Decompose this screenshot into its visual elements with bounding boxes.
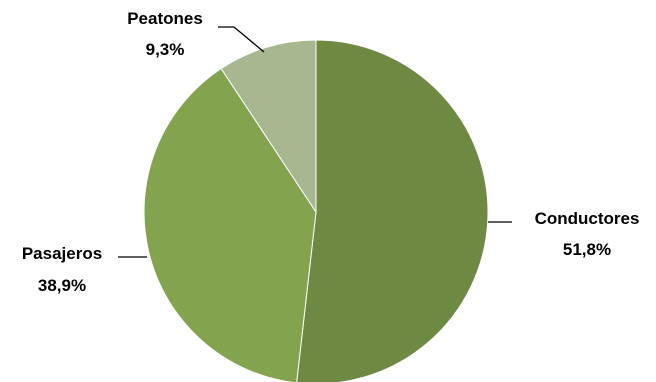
- label-conductores-name: Conductores: [535, 209, 640, 228]
- label-conductores-value: 51,8%: [563, 240, 611, 259]
- pie-slice-pasajeros: [143, 67, 317, 382]
- label-pasajeros: Pasajeros 38,9%: [22, 244, 102, 295]
- label-peatones-value: 9,3%: [146, 40, 185, 59]
- pie-slice-peatones: [220, 39, 317, 214]
- label-conductores: Conductores 51,8%: [535, 209, 640, 259]
- label-pasajeros-name: Pasajeros: [22, 244, 102, 263]
- label-peatones-name: Peatones: [127, 9, 203, 28]
- label-pasajeros-value: 38,9%: [38, 276, 86, 295]
- pie-slices: [143, 39, 489, 382]
- leader-lines: [118, 26, 512, 258]
- pie-slice-conductores: [296, 39, 489, 382]
- label-peatones: Peatones 9,3%: [127, 9, 203, 59]
- leader-line-peatones: [218, 26, 265, 53]
